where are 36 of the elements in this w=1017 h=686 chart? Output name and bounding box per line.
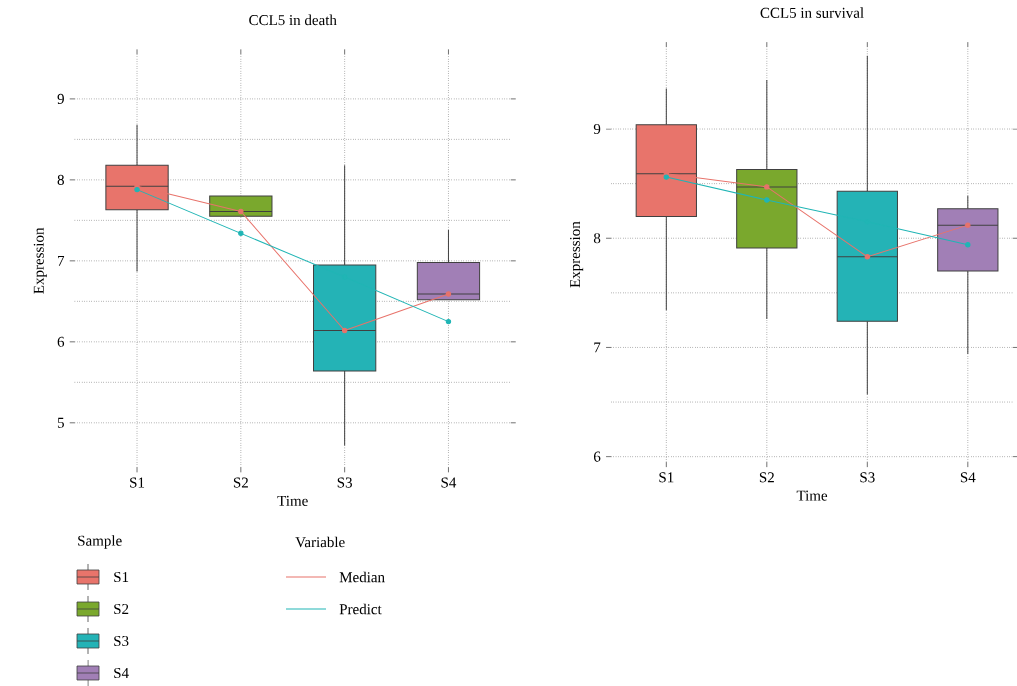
category-label: S1 — [114, 571, 129, 583]
x-tick-label: S3 — [860, 472, 875, 483]
y-tick-label: 9 — [593, 123, 601, 135]
x-tick-label: S1 — [130, 477, 145, 488]
point — [965, 242, 971, 248]
x-tick-label: S3 — [337, 477, 352, 488]
x-tick-label: S4 — [441, 477, 457, 488]
point — [864, 254, 871, 260]
x-axis-title: Time — [796, 490, 828, 501]
y-tick-label: 9 — [57, 93, 64, 104]
point — [764, 197, 770, 203]
point — [764, 184, 770, 190]
category-label: S3 — [114, 635, 129, 647]
x-tick-label: S2 — [759, 472, 774, 483]
y-axis-title: Expression — [570, 221, 584, 288]
y-tick-label: 5 — [57, 417, 64, 428]
category-label: S4 — [114, 667, 129, 679]
y-tick-label: 6 — [593, 451, 601, 462]
y-tick-label: 7 — [58, 255, 65, 266]
x-axis-title: Time — [277, 495, 308, 506]
chart-title: CCL5 in survival — [760, 7, 864, 18]
legend-label: Median — [339, 571, 385, 583]
y-axis-title: Expression — [33, 227, 47, 294]
legend-label: Predict — [339, 603, 382, 615]
chart-title: CCL5 in death — [249, 14, 337, 26]
y-tick-label: 8 — [57, 174, 64, 185]
y-tick-label: 7 — [594, 342, 601, 353]
legend-title: Variable — [295, 536, 345, 548]
y-tick-label: 6 — [57, 336, 65, 347]
legend-title: Sample — [78, 535, 122, 549]
x-tick-label: S1 — [659, 472, 674, 483]
y-tick-label: 8 — [593, 233, 601, 244]
x-tick-label: S4 — [960, 472, 976, 483]
point — [965, 222, 971, 228]
x-tick-label: S2 — [233, 477, 248, 488]
category-label: S2 — [114, 603, 129, 615]
